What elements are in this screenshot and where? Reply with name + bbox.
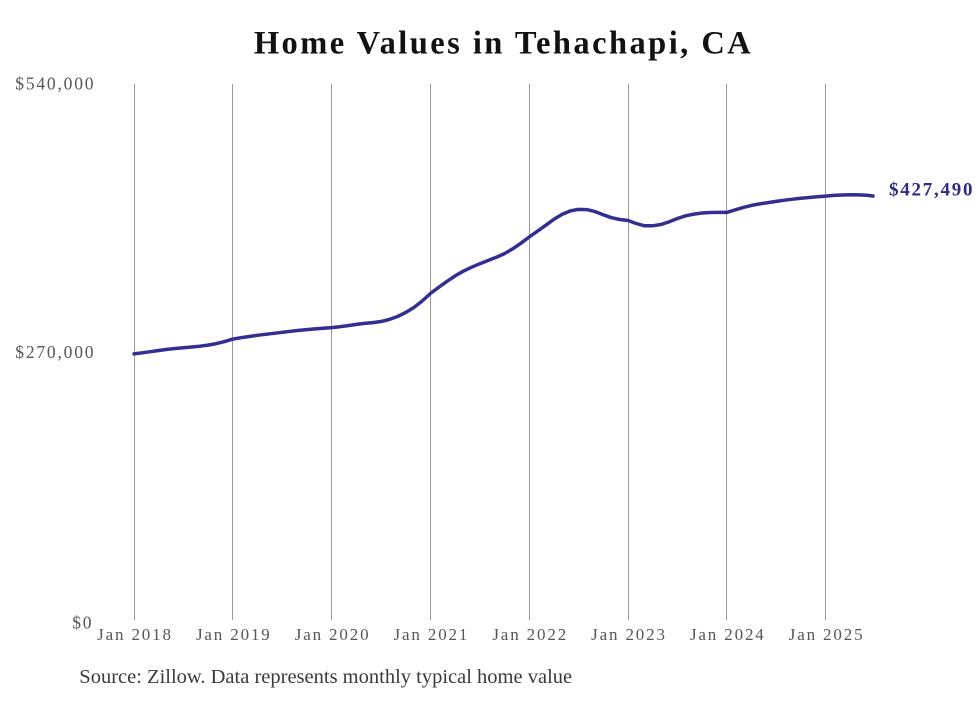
svg-text:Jan 2019: Jan 2019 <box>196 625 272 644</box>
svg-text:$270,000: $270,000 <box>15 342 95 362</box>
svg-text:Jan 2025: Jan 2025 <box>789 625 865 644</box>
svg-text:Jan 2021: Jan 2021 <box>394 625 470 644</box>
svg-text:$427,490: $427,490 <box>889 179 974 200</box>
svg-text:Home Values in Tehachapi, CA: Home Values in Tehachapi, CA <box>254 26 753 62</box>
svg-text:$0: $0 <box>72 612 93 632</box>
svg-text:Jan 2018: Jan 2018 <box>97 625 173 644</box>
svg-text:$540,000: $540,000 <box>15 74 95 94</box>
svg-text:Jan 2020: Jan 2020 <box>295 625 371 644</box>
svg-text:Jan 2022: Jan 2022 <box>492 625 568 644</box>
svg-text:Jan 2023: Jan 2023 <box>591 625 667 644</box>
svg-text:Jan 2024: Jan 2024 <box>690 625 766 644</box>
svg-text:Source: Zillow. Data represent: Source: Zillow. Data represents monthly … <box>79 666 572 688</box>
